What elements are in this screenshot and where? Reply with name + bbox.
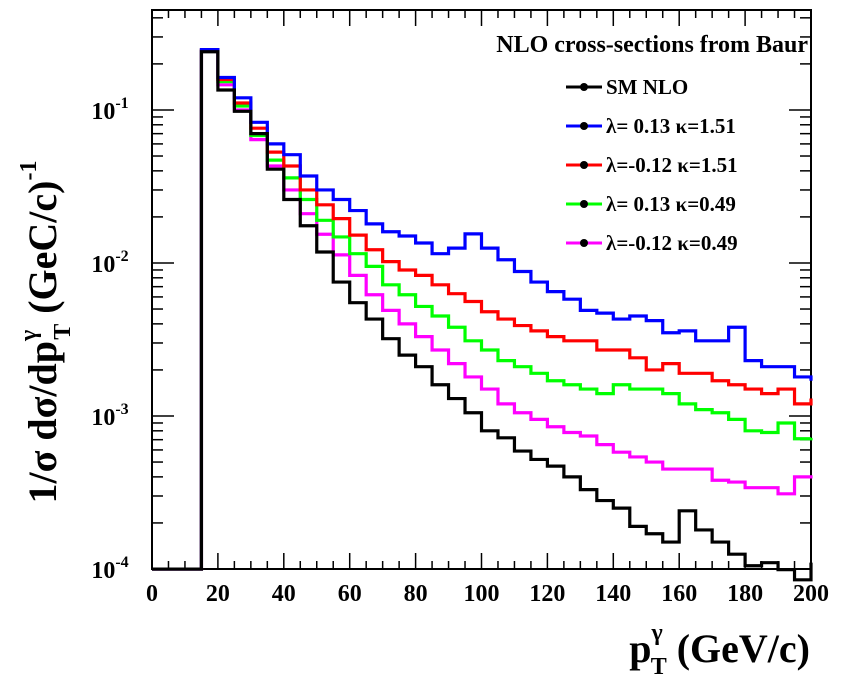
y-tick-label: 10-4 [91,554,128,584]
legend-label: SM NLO [606,75,688,99]
series-line [152,48,813,571]
y-axis-title-rest: (GeC/c) [20,181,65,324]
legend-entry: λ= 0.13 κ=0.49 [566,192,736,216]
x-tick-label: 20 [206,581,230,607]
y-tick-label: 10-3 [91,401,128,431]
y-axis-title-sub: T [50,324,76,340]
legend-label: λ= 0.13 κ=0.49 [606,192,736,216]
legend-marker [580,83,588,91]
series-line [152,48,813,571]
x-tick-label: 200 [793,581,829,607]
x-tick-label: 160 [661,581,697,607]
legend-entry: SM NLO [566,75,688,99]
x-axis-title-sup: γ [650,620,662,646]
legend-label: λ=-0.12 κ=1.51 [606,153,738,177]
x-tick-label: 180 [727,581,763,607]
legend-entry: λ=-0.12 κ=0.49 [566,231,738,255]
x-tick-label: 140 [595,581,631,607]
legend-entry: λ=-0.12 κ=1.51 [566,153,738,177]
y-tick-label: 10-2 [91,248,128,278]
legend-marker [580,161,588,169]
x-tick-label: 120 [529,581,565,607]
series-line [152,49,813,571]
series-line [152,47,813,571]
x-axis-title-main: p [629,626,651,671]
legend-marker [580,239,588,247]
legend-label: λ= 0.13 κ=1.51 [606,114,736,138]
legend-label: λ=-0.12 κ=0.49 [606,231,738,255]
legend-title: NLO cross-sections from Baur [496,32,808,58]
y-axis-title: 1/σ dσ/dpγ T (GeC/c)-1 [16,161,76,504]
legend-marker [580,200,588,208]
legend: NLO cross-sections from Baur SM NLO λ= 0.… [496,32,808,255]
x-tick-label: 0 [146,581,158,607]
x-tick-label: 40 [272,581,296,607]
x-axis-title-sub: T [651,654,667,680]
legend-entry: λ= 0.13 κ=1.51 [566,114,736,138]
axis-ticks [151,10,812,570]
x-tick-label: 80 [404,581,428,607]
y-axis-title-text: 1/σ dσ/dpγ T (GeC/c)-1 [16,161,76,504]
x-tick-label: 100 [464,581,500,607]
y-axis-title-main: 1/σ dσ/dp [20,341,65,503]
x-axis-title-rest: (GeV/c) [667,626,810,671]
y-tick-label: 10-1 [91,95,128,125]
legend-entries: SM NLO λ= 0.13 κ=1.51 λ=-0.12 κ=1.51 λ= 0.1… [566,75,738,255]
y-axis-title-sup: γ [16,330,42,342]
y-axis-title-exp: -1 [16,161,42,181]
legend-marker [580,122,588,130]
series-line [152,50,813,582]
series-group [152,47,813,582]
x-tick-label: 60 [338,581,362,607]
tick-labels: 0 20 40 60 80 100 120 140 160 180 200 10-1 10-2 10-3 1… [91,95,829,607]
x-axis-title: pγ T (GeV/c) [629,620,810,680]
